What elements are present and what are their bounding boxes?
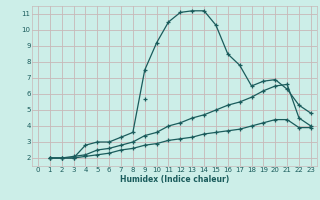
X-axis label: Humidex (Indice chaleur): Humidex (Indice chaleur) [120,175,229,184]
